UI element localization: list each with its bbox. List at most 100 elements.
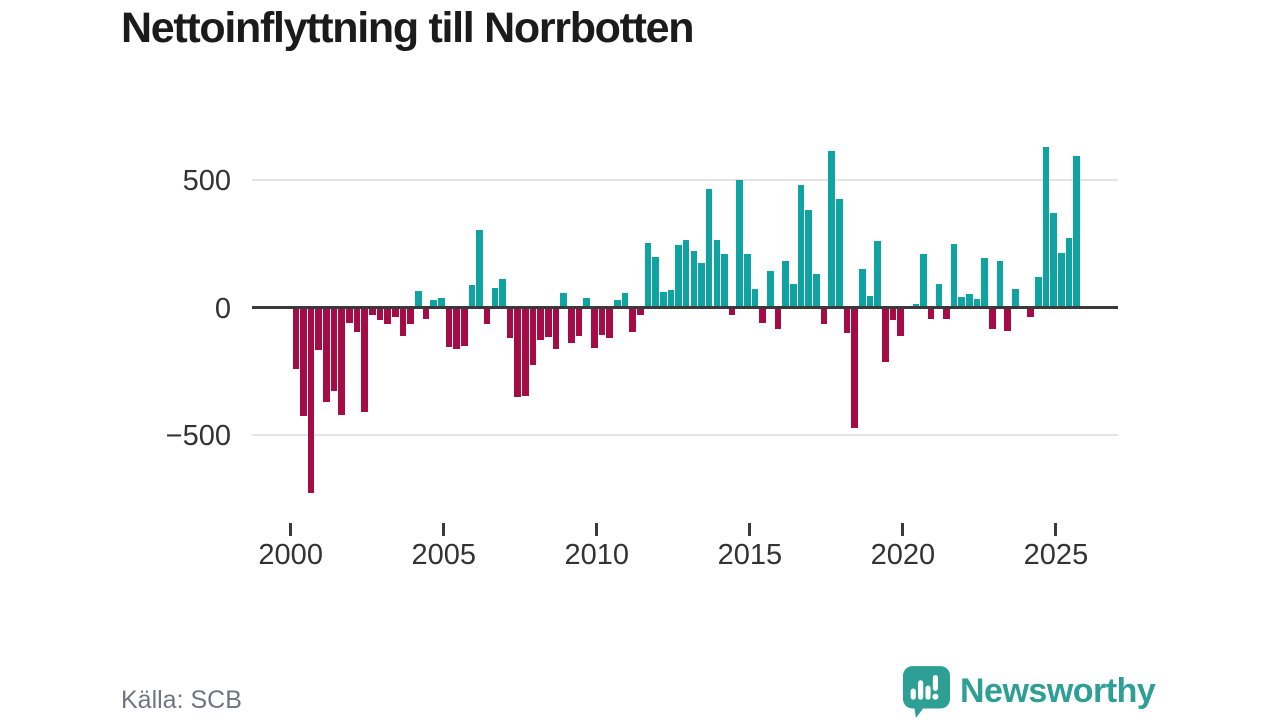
- bar-2021-Q1: [935, 284, 943, 307]
- bar-2017-Q3: [828, 150, 835, 307]
- bar-2001-Q2: [330, 309, 338, 391]
- bar-2012-Q1: [659, 292, 667, 307]
- y-tick-label-2: −500: [165, 420, 231, 452]
- bar-2006-Q4: [499, 278, 506, 307]
- bar-2008-Q4: [560, 292, 568, 307]
- bar-2007-Q2: [514, 309, 522, 397]
- bar-2021-Q3: [950, 244, 958, 307]
- bar-2001-Q3: [338, 309, 346, 415]
- bar-2004-Q3: [430, 300, 437, 307]
- bar-2006-Q1: [476, 230, 483, 307]
- bar-2017-Q4: [836, 199, 843, 307]
- bar-2014-Q2: [728, 309, 736, 316]
- bar-2001-Q4: [346, 309, 353, 324]
- bar-2017-Q2: [820, 309, 828, 325]
- bar-2011-Q4: [652, 257, 659, 307]
- bar-2016-Q3: [797, 184, 805, 307]
- x-tick-2000: [289, 523, 293, 536]
- bar-2002-Q1: [353, 309, 361, 332]
- bar-2020-Q4: [927, 309, 935, 320]
- x-tick-label-2005: 2005: [411, 539, 477, 571]
- bar-2009-Q4: [591, 309, 598, 348]
- bar-2019-Q2: [881, 309, 889, 362]
- bar-2004-Q2: [422, 309, 430, 320]
- bar-2010-Q3: [614, 300, 621, 307]
- bar-2002-Q3: [369, 309, 376, 316]
- bar-2008-Q3: [552, 309, 560, 350]
- bar-2013-Q4: [713, 240, 721, 307]
- bar-2019-Q1: [874, 241, 881, 307]
- gridline-−500: [252, 434, 1118, 436]
- bar-2008-Q1: [537, 309, 545, 340]
- y-tick-label-0: 500: [182, 165, 231, 197]
- bar-2009-Q2: [575, 309, 583, 336]
- bar-2020-Q2: [912, 303, 920, 307]
- x-tick-label-2000: 2000: [258, 539, 323, 571]
- bar-2012-Q2: [667, 289, 675, 307]
- bar-2004-Q4: [437, 297, 445, 307]
- bar-2013-Q2: [698, 262, 705, 307]
- bar-2024-Q1: [1027, 309, 1034, 317]
- bar-2003-Q2: [392, 309, 399, 317]
- bar-2023-Q2: [1004, 309, 1011, 332]
- bar-2000-Q1: [292, 309, 300, 369]
- bar-2010-Q1: [598, 309, 606, 335]
- bar-2019-Q4: [897, 309, 904, 336]
- bar-2025-Q2: [1065, 237, 1073, 307]
- x-tick-label-2015: 2015: [717, 539, 783, 571]
- bar-2003-Q4: [407, 309, 414, 325]
- bar-2018-Q1: [843, 309, 851, 334]
- bar-2001-Q1: [323, 309, 330, 403]
- bar-2000-Q4: [315, 309, 323, 350]
- bar-2005-Q3: [460, 309, 468, 346]
- bar-2016-Q2: [790, 284, 797, 307]
- x-tick-label-2010: 2010: [564, 539, 630, 571]
- bar-2014-Q1: [721, 253, 728, 307]
- bar-2000-Q3: [307, 309, 315, 493]
- bar-2014-Q3: [736, 180, 744, 307]
- bar-2009-Q3: [583, 298, 590, 307]
- source-note: Källa: SCB: [121, 686, 242, 714]
- bar-2005-Q4: [468, 284, 476, 307]
- bar-2025-Q3: [1073, 155, 1080, 307]
- bar-2024-Q3: [1042, 146, 1050, 307]
- bar-2012-Q3: [675, 245, 682, 307]
- bar-2000-Q2: [300, 309, 307, 417]
- bar-2006-Q2: [483, 309, 491, 324]
- bar-2007-Q1: [506, 309, 514, 339]
- bar-2025-Q1: [1058, 253, 1065, 307]
- bar-2019-Q3: [889, 309, 897, 320]
- bar-2005-Q2: [453, 309, 460, 350]
- bar-2024-Q2: [1035, 277, 1042, 307]
- bar-2018-Q4: [866, 296, 874, 307]
- bar-2022-Q3: [981, 257, 989, 307]
- x-axis: 2000 2005 2010 2015 2020 2025: [252, 520, 1118, 590]
- bar-2011-Q2: [636, 309, 644, 316]
- bar-2015-Q4: [774, 309, 782, 330]
- bar-2010-Q2: [606, 309, 613, 338]
- bar-2016-Q1: [782, 260, 789, 307]
- x-tick-2010: [595, 523, 599, 536]
- bar-chart-plot-area: [252, 135, 1118, 520]
- bar-2020-Q3: [920, 254, 927, 307]
- bar-2008-Q2: [545, 309, 552, 338]
- bar-2007-Q3: [522, 309, 529, 396]
- bar-2005-Q1: [445, 309, 453, 348]
- x-tick-2025: [1054, 523, 1058, 536]
- bar-2024-Q4: [1050, 212, 1057, 307]
- bar-2015-Q3: [767, 270, 774, 307]
- bar-2022-Q4: [989, 309, 996, 330]
- bar-2022-Q1: [966, 293, 973, 307]
- bar-2022-Q2: [973, 298, 981, 307]
- bar-2016-Q4: [805, 210, 812, 307]
- bar-2009-Q1: [568, 309, 575, 343]
- bar-2018-Q3: [858, 268, 866, 307]
- newsworthy-logo-text: Newsworthy: [960, 672, 1156, 710]
- x-tick-label-2020: 2020: [870, 539, 936, 571]
- x-tick-2015: [748, 523, 752, 536]
- bar-2023-Q3: [1012, 288, 1019, 307]
- x-tick-2005: [442, 523, 446, 536]
- bar-2021-Q4: [958, 296, 966, 307]
- bar-2003-Q1: [384, 309, 391, 325]
